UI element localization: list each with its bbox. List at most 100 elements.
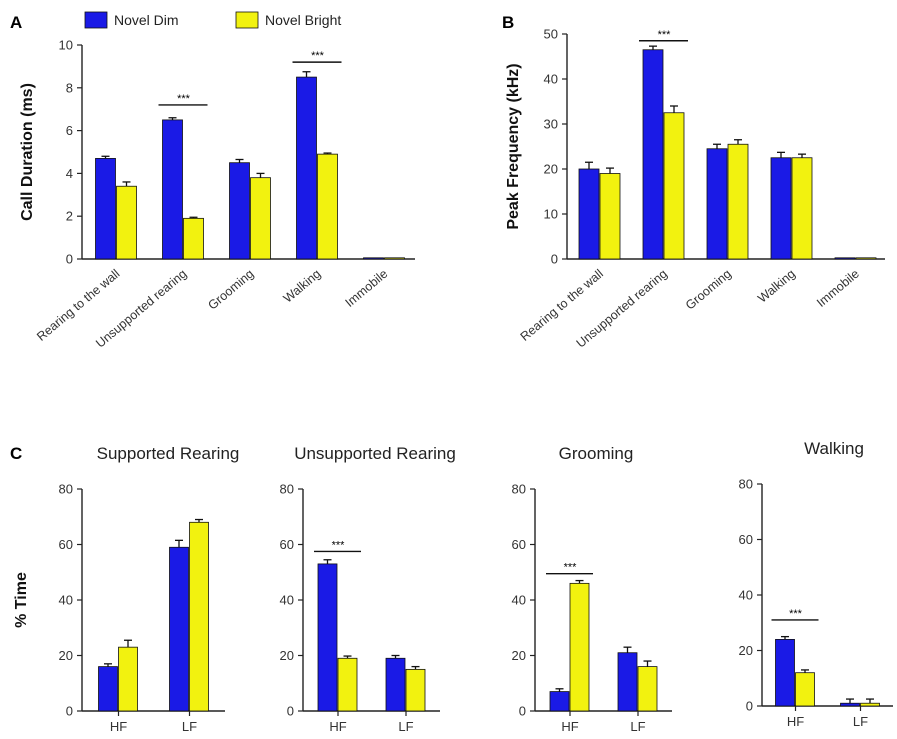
bar-novel-bright-unsupported-rearing xyxy=(663,112,685,260)
y-tick-label: 20 xyxy=(739,643,753,658)
bar-novel-bright-hf xyxy=(118,646,138,712)
chart-title: Unsupported Rearing xyxy=(294,444,456,463)
chart-unsupported-rearing: 0 20 40 60 80 HF LF *** Unsupported Rearing xyxy=(280,444,456,734)
x-tick-label: LF xyxy=(182,719,197,734)
y-tick-label: 0 xyxy=(66,252,73,267)
y-tick-label: 80 xyxy=(512,482,526,497)
significance-label: *** xyxy=(564,562,578,574)
y-tick-label: 60 xyxy=(512,537,526,552)
y-tick-label: 10 xyxy=(544,207,558,222)
y-tick-label: 10 xyxy=(59,38,73,53)
y-tick-label: 20 xyxy=(512,648,526,663)
x-tick-label: HF xyxy=(561,719,578,734)
y-tick-label: 40 xyxy=(512,593,526,608)
y-tick-label: 30 xyxy=(544,117,558,132)
bar-novel-dim-unsupported-rearing xyxy=(162,119,183,260)
bar-novel-dim-lf xyxy=(385,657,406,712)
bar-novel-dim-hf xyxy=(98,666,118,712)
bar-novel-dim-lf xyxy=(840,702,860,707)
bar-novel-bright-hf xyxy=(795,672,815,707)
x-tick-label: Immobile xyxy=(814,267,862,310)
legend-swatch-novel-dim xyxy=(84,11,108,29)
bar-novel-bright-rearing-to-the-wall xyxy=(599,173,621,260)
panel-label: A xyxy=(10,13,22,32)
bar-novel-dim-lf xyxy=(617,652,638,712)
y-tick-label: 40 xyxy=(544,72,558,87)
y-axis-label: % Time xyxy=(13,572,30,628)
x-tick-label: Grooming xyxy=(683,267,734,313)
bar-novel-bright-grooming xyxy=(727,143,749,260)
bar-novel-dim-rearing-to-the-wall xyxy=(95,158,116,260)
chart-walking: 0 20 40 60 80 HF LF *** Walking xyxy=(739,439,893,729)
y-tick-label: 0 xyxy=(66,704,73,719)
significance-label: *** xyxy=(311,50,325,62)
bar-novel-bright-lf xyxy=(405,668,426,712)
y-tick-label: 0 xyxy=(287,704,294,719)
bar-novel-dim-grooming xyxy=(706,148,728,260)
bar-novel-dim-rearing-to-the-wall xyxy=(578,168,600,260)
panel-label: C xyxy=(10,444,22,463)
bar-novel-dim-walking xyxy=(296,76,317,260)
bar-novel-dim-immobile xyxy=(834,257,856,260)
significance-label: *** xyxy=(789,608,803,620)
bar-novel-dim-lf xyxy=(169,546,189,712)
y-tick-label: 4 xyxy=(66,166,73,181)
x-tick-label: Grooming xyxy=(205,267,256,313)
bar-novel-bright-lf xyxy=(637,666,658,712)
y-tick-label: 8 xyxy=(66,80,73,95)
y-tick-label: 20 xyxy=(59,648,73,663)
bar-novel-dim-grooming xyxy=(229,162,250,260)
y-tick-label: 40 xyxy=(280,593,294,608)
y-tick-label: 80 xyxy=(739,477,753,492)
x-tick-label: LF xyxy=(630,719,645,734)
bar-novel-dim-hf xyxy=(317,563,338,712)
chart-title: Walking xyxy=(804,439,864,458)
y-tick-label: 60 xyxy=(59,537,73,552)
y-tick-label: 60 xyxy=(280,537,294,552)
bar-novel-bright-lf xyxy=(189,521,209,712)
bar-novel-bright-hf xyxy=(337,657,358,712)
x-tick-label: Immobile xyxy=(343,267,391,310)
bar-novel-bright-lf xyxy=(860,702,880,707)
bar-novel-bright-immobile xyxy=(855,257,877,260)
y-tick-label: 60 xyxy=(739,532,753,547)
y-tick-label: 0 xyxy=(746,699,753,714)
y-tick-label: 50 xyxy=(544,27,558,42)
y-tick-label: 0 xyxy=(551,252,558,267)
y-tick-label: 0 xyxy=(519,704,526,719)
x-tick-label: HF xyxy=(329,719,346,734)
panel-label: B xyxy=(502,13,514,32)
x-tick-label: LF xyxy=(853,714,868,729)
y-axis-label: Peak Frequency (kHz) xyxy=(505,63,522,229)
x-tick-label: HF xyxy=(787,714,804,729)
y-tick-label: 40 xyxy=(739,588,753,603)
chart-title: Supported Rearing xyxy=(97,444,240,463)
chart-title: Grooming xyxy=(559,444,634,463)
legend-swatch-novel-bright xyxy=(235,11,259,29)
y-tick-label: 20 xyxy=(544,162,558,177)
chart-grooming: 0 20 40 60 80 HF LF *** Grooming xyxy=(512,444,672,734)
bar-novel-bright-walking xyxy=(791,157,813,260)
bar-novel-bright-rearing-to-the-wall xyxy=(116,185,137,260)
bar-novel-dim-hf xyxy=(549,691,570,712)
bar-novel-dim-immobile xyxy=(363,257,384,260)
legend: Novel Dim Novel Bright xyxy=(84,11,341,29)
bar-novel-dim-hf xyxy=(775,639,795,707)
x-tick-label: HF xyxy=(110,719,127,734)
y-tick-label: 80 xyxy=(280,482,294,497)
bar-novel-bright-walking xyxy=(317,153,338,260)
bar-novel-bright-hf xyxy=(569,582,590,712)
y-axis-label: Call Duration (ms) xyxy=(19,83,36,221)
x-tick-label: Walking xyxy=(281,267,324,306)
bar-novel-bright-grooming xyxy=(250,177,271,260)
legend-label-novel-bright: Novel Bright xyxy=(265,12,341,28)
y-tick-label: 40 xyxy=(59,593,73,608)
significance-label: *** xyxy=(177,93,191,105)
bar-novel-bright-unsupported-rearing xyxy=(183,217,204,260)
significance-label: *** xyxy=(658,29,672,41)
x-tick-label: LF xyxy=(398,719,413,734)
